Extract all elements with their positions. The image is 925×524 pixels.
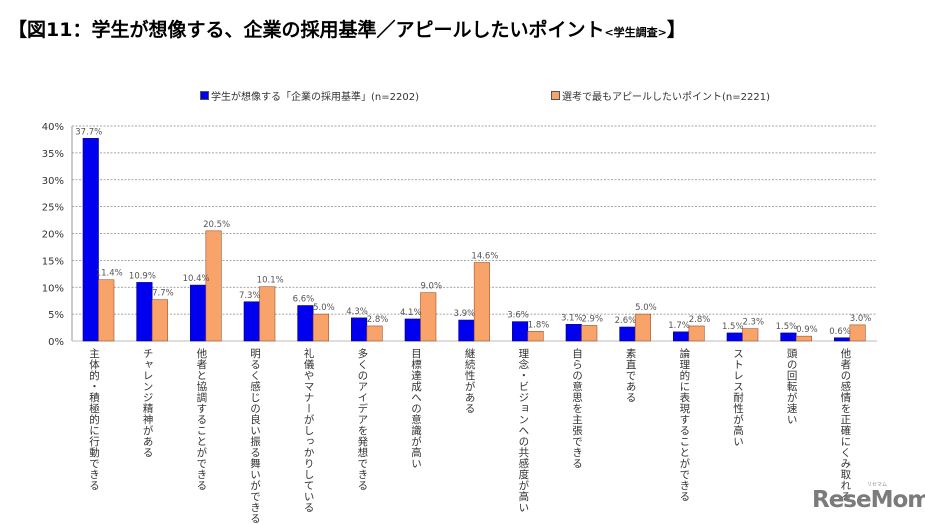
x-category-label: 目標達成への意識が高い <box>410 348 422 469</box>
y-tick-label: 5% <box>48 310 64 321</box>
bar-series1 <box>565 324 582 342</box>
bar-series1 <box>512 321 529 342</box>
bars <box>82 138 866 342</box>
bar-series1 <box>190 284 207 342</box>
data-label: 20.5% <box>203 220 230 230</box>
legend-label-series2: 選考で最もアピールしたいポイント(n=2221) <box>562 92 770 103</box>
bar-series1 <box>243 301 260 342</box>
resemom-logo: ReseMom <box>812 487 925 513</box>
x-category-label: 礼儀やマナーがしっかりしている <box>302 348 315 513</box>
data-label: 7.3% <box>239 291 261 301</box>
bar-series2 <box>849 324 866 342</box>
data-label: 37.7% <box>75 127 102 137</box>
bar-series2 <box>420 292 437 342</box>
bar-series2 <box>688 325 705 342</box>
bar-series1 <box>834 337 851 342</box>
bar-series2 <box>312 313 329 342</box>
bar-series1 <box>673 331 690 342</box>
y-tick-label: 40% <box>42 122 64 133</box>
x-category-label: 頭の回転が速い <box>785 348 798 425</box>
x-category-label: 継続性がある <box>463 348 476 414</box>
data-label: 6.6% <box>293 295 315 305</box>
bar-series2 <box>151 299 168 342</box>
x-category-label: 他者と協調することができる <box>195 348 208 491</box>
legend-item-series1: 学生が想像する「企業の採用基準」(n=2202) <box>200 88 419 103</box>
legend-item-series2: 選考で最もアピールしたいポイント(n=2221) <box>551 88 770 103</box>
data-label: 10.4% <box>183 274 210 284</box>
data-label: 3.9% <box>454 309 476 319</box>
bar-series1 <box>458 319 475 342</box>
data-label: 10.1% <box>257 276 284 286</box>
x-category-label: ストレス耐性が高い <box>732 348 744 447</box>
x-category-label: 明るく感じの良い振る舞いができる <box>249 348 261 524</box>
legend-swatch-orange <box>551 91 560 100</box>
bar-series1 <box>619 326 636 342</box>
x-category-label: 素直である <box>624 348 637 403</box>
bar-series1 <box>136 282 153 342</box>
bar-series2 <box>205 230 222 342</box>
chart-title-sub: <学生調査> <box>604 26 667 39</box>
data-label: 4.3% <box>346 307 368 317</box>
x-category-label: 自らの意思を主張できる <box>571 348 583 469</box>
chart-title-close: 】 <box>666 19 686 41</box>
data-label: 3.1% <box>561 313 583 323</box>
bar-series1 <box>82 138 99 342</box>
y-tick-label: 25% <box>42 203 64 214</box>
data-label: 5.0% <box>313 303 335 313</box>
x-category-label: 多くのアイデアを発想できる <box>356 348 369 491</box>
data-label: 11.4% <box>96 269 123 279</box>
bar-series2 <box>634 313 651 342</box>
bar-series1 <box>297 305 314 342</box>
data-label: 7.7% <box>152 289 174 299</box>
data-labels: 37.7% 11.4% 10.9% 7.7% 10.4% 20.5% 7.3% 10.1% 6.… <box>75 127 871 336</box>
legend-swatch-blue <box>200 91 209 100</box>
y-tick-label: 15% <box>42 256 64 267</box>
bar-series2 <box>366 325 383 342</box>
data-label: 4.1% <box>400 308 422 318</box>
bar-series2 <box>259 286 276 342</box>
data-label: 1.5% <box>722 322 744 332</box>
data-label: 2.6% <box>615 316 637 326</box>
bar-series1 <box>351 317 368 342</box>
bar-series1 <box>780 332 797 342</box>
bar-series2 <box>581 325 598 342</box>
chart-title-main: 【図11：学生が想像する、企業の採用基準／アピールしたいポイント <box>8 19 605 41</box>
bar-series1 <box>404 318 421 342</box>
x-category-label: 理念・ビジョンへの共感度が高い <box>517 348 530 513</box>
resemom-logo-kana: リセマム <box>867 482 888 488</box>
data-label: 10.9% <box>129 271 156 281</box>
y-tick-label: 35% <box>42 149 64 160</box>
data-label: 2.9% <box>581 314 603 324</box>
data-label: 2.8% <box>367 315 389 325</box>
bar-series2 <box>98 279 115 342</box>
data-label: 3.0% <box>850 314 872 324</box>
bar-series1 <box>726 332 743 342</box>
data-label: 2.3% <box>742 318 764 328</box>
legend-label-series1: 学生が想像する「企業の採用基準」(n=2202) <box>211 92 419 103</box>
bar-series2 <box>742 328 759 342</box>
x-category-label: チャレンジ精神がある <box>141 348 154 458</box>
x-category-label: 他者の感情を正確にくみ取れる <box>839 348 852 502</box>
data-label: 1.5% <box>776 322 798 332</box>
x-category-label: 論理的に表現することができる <box>678 348 691 502</box>
data-label: 0.9% <box>796 325 818 335</box>
y-tick-label: 20% <box>42 230 64 241</box>
data-label: 9.0% <box>420 282 442 292</box>
bar-series2 <box>795 335 812 342</box>
bar-series2 <box>527 331 544 342</box>
data-label: 2.8% <box>689 315 711 325</box>
y-tick-label: 0% <box>48 337 64 348</box>
data-label: 3.6% <box>507 311 529 321</box>
y-tick-label: 10% <box>42 283 64 294</box>
data-label: 1.7% <box>668 321 690 331</box>
data-label: 5.0% <box>635 303 657 313</box>
bar-series2 <box>473 262 490 342</box>
data-label: 1.8% <box>528 320 550 330</box>
y-tick-label: 30% <box>42 176 64 187</box>
data-label: 0.6% <box>829 327 851 337</box>
data-label: 14.6% <box>471 252 498 262</box>
chart-title: 【図11：学生が想像する、企業の採用基準／アピールしたいポイント<学生調査>】 <box>8 15 686 42</box>
x-category-label: 主体的・積極的に行動できる <box>88 348 100 491</box>
